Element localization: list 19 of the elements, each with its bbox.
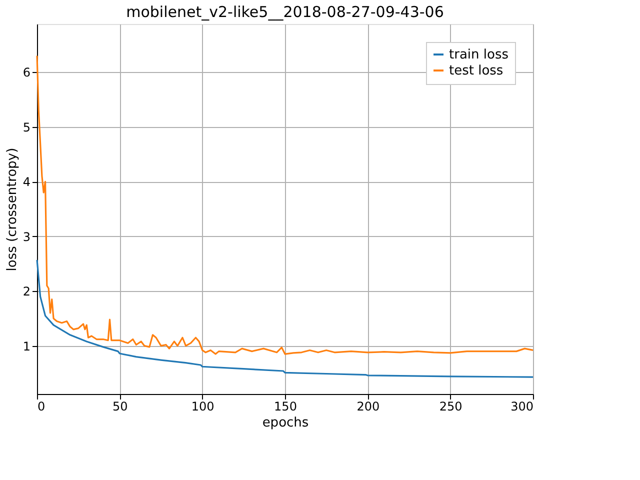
x-axis-title: epochs xyxy=(262,416,309,430)
x-tick-label: 0 xyxy=(38,400,46,414)
x-tick-label: 300 xyxy=(510,400,534,414)
chart-title: mobilenet_v2-like5__2018-08-27-09-43-06 xyxy=(126,3,444,21)
x-tick-label: 100 xyxy=(191,400,214,414)
line-series xyxy=(36,259,534,378)
y-tick-label: 6 xyxy=(22,66,30,80)
y-tick-label: 5 xyxy=(22,120,30,134)
x-tick-label: 250 xyxy=(439,400,462,414)
y-axis-title: loss (crossentropy) xyxy=(4,148,20,272)
x-tick-label: 50 xyxy=(112,400,128,414)
y-tick-label: 1 xyxy=(22,339,30,354)
y-tick-label: 2 xyxy=(22,284,30,299)
x-tick-label: 200 xyxy=(356,400,380,414)
legend-label: test loss xyxy=(449,64,504,78)
y-tick-label: 3 xyxy=(22,230,30,244)
y-tick-label: 4 xyxy=(22,175,30,190)
x-tick-label: 150 xyxy=(274,400,297,414)
legend-label: train loss xyxy=(449,48,509,62)
